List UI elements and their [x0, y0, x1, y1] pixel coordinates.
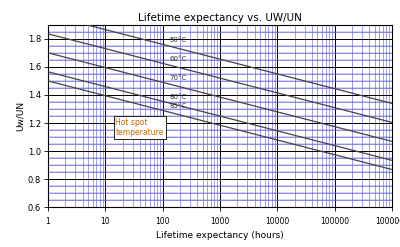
Text: 60°C: 60°C	[170, 56, 187, 62]
Text: 80°C: 80°C	[170, 94, 187, 100]
Text: 70°C: 70°C	[170, 75, 187, 81]
X-axis label: Lifetime expectancy (hours): Lifetime expectancy (hours)	[156, 231, 284, 240]
Y-axis label: Uw/UN: Uw/UN	[16, 101, 25, 131]
Title: Lifetime expectancy vs. UW/UN: Lifetime expectancy vs. UW/UN	[138, 13, 302, 22]
Text: 85°C: 85°C	[170, 103, 187, 109]
Text: Hot spot
temperature: Hot spot temperature	[116, 118, 164, 137]
Text: 50°C: 50°C	[170, 37, 187, 43]
